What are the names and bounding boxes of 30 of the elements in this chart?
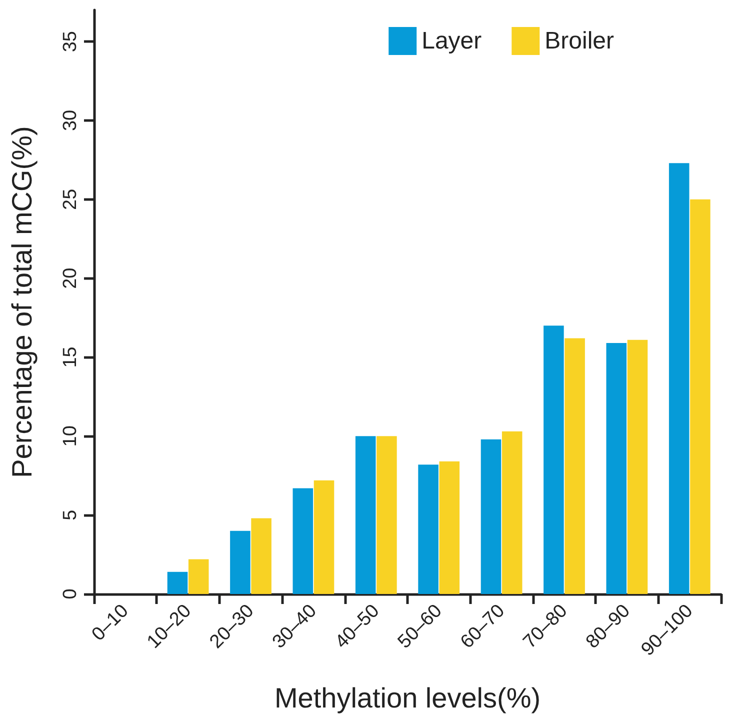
bar bbox=[606, 343, 627, 594]
bar bbox=[480, 439, 502, 594]
bar bbox=[314, 480, 334, 594]
y-tick-label: 35 bbox=[60, 30, 81, 52]
bar bbox=[355, 436, 376, 594]
x-axis-title: Methylation levels(%) bbox=[274, 682, 541, 714]
bar bbox=[690, 199, 710, 594]
bar bbox=[167, 572, 188, 594]
bar bbox=[230, 530, 250, 594]
bar bbox=[292, 488, 314, 594]
bar bbox=[439, 461, 460, 594]
bar bbox=[668, 163, 690, 594]
y-tick-label: 5 bbox=[60, 510, 81, 520]
y-tick-label: 30 bbox=[60, 110, 81, 132]
y-tick-label: 0 bbox=[60, 588, 81, 600]
y-axis-title: Percentage of total mCG(%) bbox=[6, 126, 38, 478]
legend-label: Broiler bbox=[544, 28, 614, 54]
bar bbox=[502, 431, 522, 594]
bar bbox=[376, 436, 397, 594]
bar bbox=[251, 518, 272, 594]
bar bbox=[418, 464, 438, 594]
y-tick-label: 15 bbox=[60, 346, 81, 368]
bar bbox=[188, 559, 209, 594]
y-tick-label: 20 bbox=[60, 268, 81, 289]
bar bbox=[627, 340, 648, 594]
y-tick-label: 25 bbox=[60, 188, 81, 210]
bar bbox=[564, 338, 585, 594]
bar bbox=[544, 326, 564, 594]
y-tick-label: 10 bbox=[60, 426, 81, 447]
legend-label: Layer bbox=[422, 28, 482, 54]
